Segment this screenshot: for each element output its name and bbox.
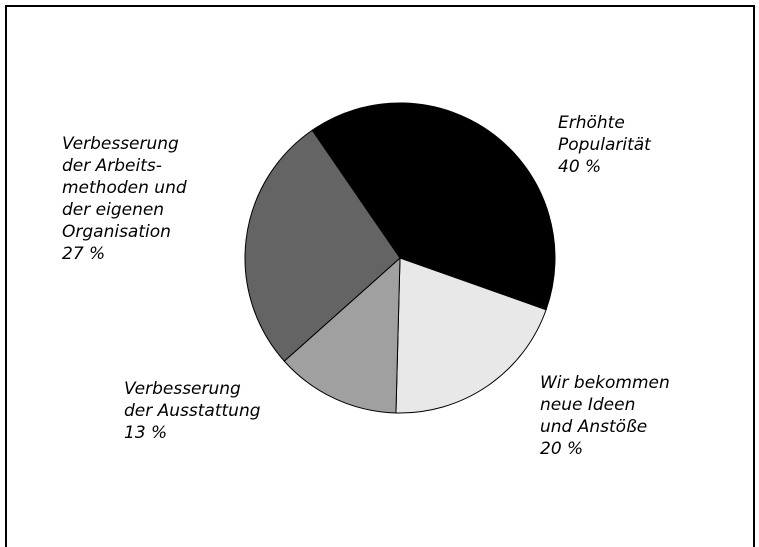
category-label: Verbesserung der Arbeits- methoden und d… [62,134,187,242]
value-label: 40 % [558,157,602,177]
chart [244,102,556,414]
pie-slice [311,102,556,311]
frame [5,5,755,547]
slice-label: Verbesserung der Ausstattung 13 % [124,378,261,444]
pie-slice [395,257,547,414]
value-label: 20 % [540,439,584,459]
category-label: Verbesserung der Ausstattung [124,379,261,421]
page: (() => { const data = JSON.parse(documen… [5,5,755,547]
slice-label: Wir bekommen neue Ideen und Anstöße 20 % [540,372,670,460]
pie-slice [244,129,401,362]
slice-label: Verbesserung der Arbeits- methoden und d… [62,133,187,265]
value-label: 27 % [62,244,106,264]
category-label: Erhöhte Popularität [558,113,651,155]
pie-slice [283,256,401,414]
category-label: Wir bekommen neue Ideen und Anstöße [540,373,670,437]
value-label: 13 % [124,423,168,443]
slice-label: Erhöhte Popularität 40 % [558,112,651,178]
